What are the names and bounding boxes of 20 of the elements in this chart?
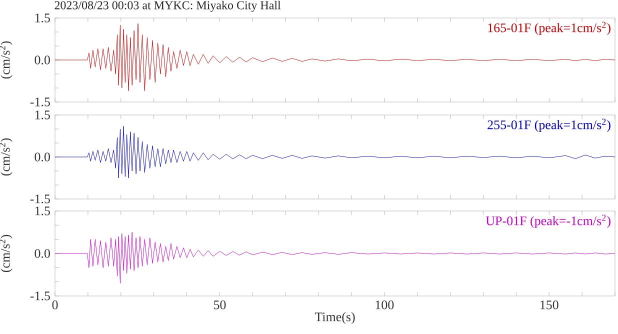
y-tick-label: -1.5 bbox=[30, 98, 50, 106]
y-tick-label: 0.0 bbox=[34, 56, 50, 64]
y-tick-label: -1.5 bbox=[30, 292, 50, 300]
line-series bbox=[55, 23, 615, 92]
x-axis-title: Time(s) bbox=[314, 312, 355, 324]
y-tick-label: 0.0 bbox=[34, 249, 50, 258]
y-tick-label: -1.5 bbox=[30, 194, 50, 204]
x-tick-label: 0 bbox=[52, 300, 58, 310]
chart-title: 2023/08/23 00:03 at MYKC: Miyako City Hall bbox=[54, 0, 281, 12]
y-tick-label: 1.5 bbox=[35, 14, 50, 22]
line-series bbox=[55, 232, 615, 284]
annotation: 165-01F (peak=1cm/s$^{2}$) bbox=[488, 22, 610, 35]
x-tick-label: 150 bbox=[540, 300, 558, 310]
y-tick-label: 1.5 bbox=[35, 206, 50, 216]
x-tick-label: 100 bbox=[376, 300, 394, 310]
y-tick-label: 1.5 bbox=[35, 110, 50, 120]
x-tick-label: 50 bbox=[214, 300, 226, 310]
annotation: UP-01F (peak=-1cm/s$^{2}$) bbox=[486, 214, 610, 228]
annotation: 255-01F (peak=1cm/s$^{2}$) bbox=[488, 118, 610, 132]
y-tick-label: 0.0 bbox=[34, 152, 50, 162]
